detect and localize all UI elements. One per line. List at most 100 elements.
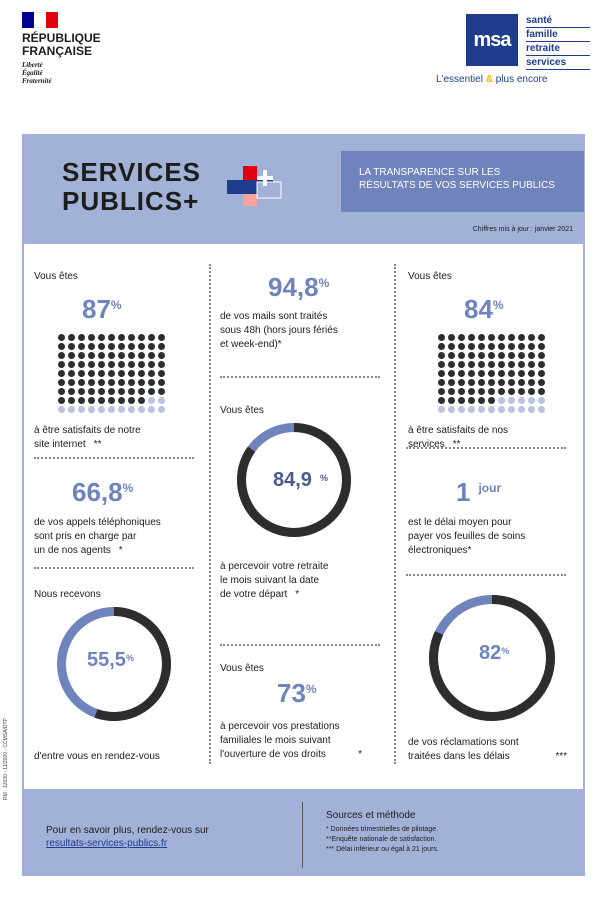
msa-logo: msa santé famille retraite services L'es… <box>436 14 601 94</box>
dot <box>438 361 445 368</box>
dot <box>498 388 505 395</box>
dot <box>458 406 465 413</box>
dot <box>88 406 95 413</box>
plus-logo-icon <box>227 166 282 206</box>
footer-divider <box>302 802 303 868</box>
dot <box>538 406 545 413</box>
dot <box>108 343 115 350</box>
footer-sources: Sources et méthode * Données trimestriel… <box>326 810 439 853</box>
dot <box>98 397 105 404</box>
dot <box>98 370 105 377</box>
dot <box>528 397 535 404</box>
divider <box>394 264 396 764</box>
divider <box>220 376 380 378</box>
appels-value: 66,8% <box>72 477 134 507</box>
rf-name: RÉPUBLIQUE FRANÇAISE <box>22 31 101 58</box>
dot <box>508 388 515 395</box>
msa-tagline: L'essentiel & plus encore <box>436 74 548 85</box>
dot <box>508 370 515 377</box>
dot <box>538 343 545 350</box>
dot <box>78 388 85 395</box>
dot <box>468 388 475 395</box>
dot <box>118 397 125 404</box>
divider <box>209 264 211 764</box>
reclamations-ring <box>429 595 555 721</box>
dot <box>478 379 485 386</box>
dot <box>458 361 465 368</box>
dot <box>498 343 505 350</box>
rdv-value: 55,5% <box>87 649 134 671</box>
dot <box>148 388 155 395</box>
dot <box>68 397 75 404</box>
dot <box>468 379 475 386</box>
dot <box>108 379 115 386</box>
dot <box>508 397 515 404</box>
dot <box>138 388 145 395</box>
dot <box>158 406 165 413</box>
mails-text: de vos mails sont traités sous 48h (hors… <box>220 311 338 350</box>
print-reference: RM : 12030 - 11/2020 - CCMSA/DTP <box>3 718 9 800</box>
dot <box>438 334 445 341</box>
dot <box>88 397 95 404</box>
transparency-box: LA TRANSPARENCE SUR LES RÉSULTATS DE VOS… <box>341 151 584 212</box>
dot <box>538 379 545 386</box>
dot <box>148 352 155 359</box>
site-dot-grid <box>58 334 165 413</box>
dot <box>138 334 145 341</box>
dot <box>488 343 495 350</box>
dot <box>478 370 485 377</box>
dot <box>128 334 135 341</box>
services-value: 84% <box>464 294 504 324</box>
dot <box>488 397 495 404</box>
msa-words: santé famille retraite services <box>526 14 590 70</box>
dot <box>58 397 65 404</box>
results-link[interactable]: resultats-services-publics.fr <box>46 838 168 849</box>
dot <box>448 406 455 413</box>
dot <box>108 334 115 341</box>
dot <box>518 370 525 377</box>
dot <box>458 352 465 359</box>
dot <box>478 388 485 395</box>
dot <box>438 406 445 413</box>
dot <box>518 343 525 350</box>
main-panel: SERVICES PUBLICS+ LA TRANSPARENCE SUR LE… <box>22 134 585 876</box>
dot <box>538 397 545 404</box>
dot <box>528 352 535 359</box>
divider <box>34 567 194 569</box>
dot <box>78 343 85 350</box>
appels-text: de vos appels téléphoniques sont pris en… <box>34 517 161 556</box>
dot <box>478 406 485 413</box>
dot <box>488 334 495 341</box>
dot <box>468 370 475 377</box>
reclamations-value: 82% <box>479 642 510 664</box>
dot <box>78 370 85 377</box>
dot <box>438 370 445 377</box>
dot <box>518 334 525 341</box>
dot <box>458 370 465 377</box>
dot <box>98 334 105 341</box>
mails-value: 94,8% <box>268 272 330 302</box>
dot <box>148 406 155 413</box>
prestations-text: à percevoir vos prestations familiales l… <box>220 721 362 760</box>
dot <box>138 370 145 377</box>
dot <box>488 370 495 377</box>
dot <box>78 397 85 404</box>
dot <box>68 370 75 377</box>
retraite-value: 84,9% <box>273 469 328 491</box>
dot <box>88 361 95 368</box>
dot <box>68 352 75 359</box>
dot <box>108 388 115 395</box>
dot <box>148 361 155 368</box>
dot <box>68 361 75 368</box>
dot <box>148 370 155 377</box>
dot <box>88 352 95 359</box>
services-publics-title: SERVICES PUBLICS+ <box>62 157 202 216</box>
dot <box>448 352 455 359</box>
dot <box>518 352 525 359</box>
dot <box>448 370 455 377</box>
dot <box>58 343 65 350</box>
dot <box>438 397 445 404</box>
dot <box>528 361 535 368</box>
services-text: à être satisfaits de nos services ** <box>408 425 509 450</box>
dot <box>128 406 135 413</box>
